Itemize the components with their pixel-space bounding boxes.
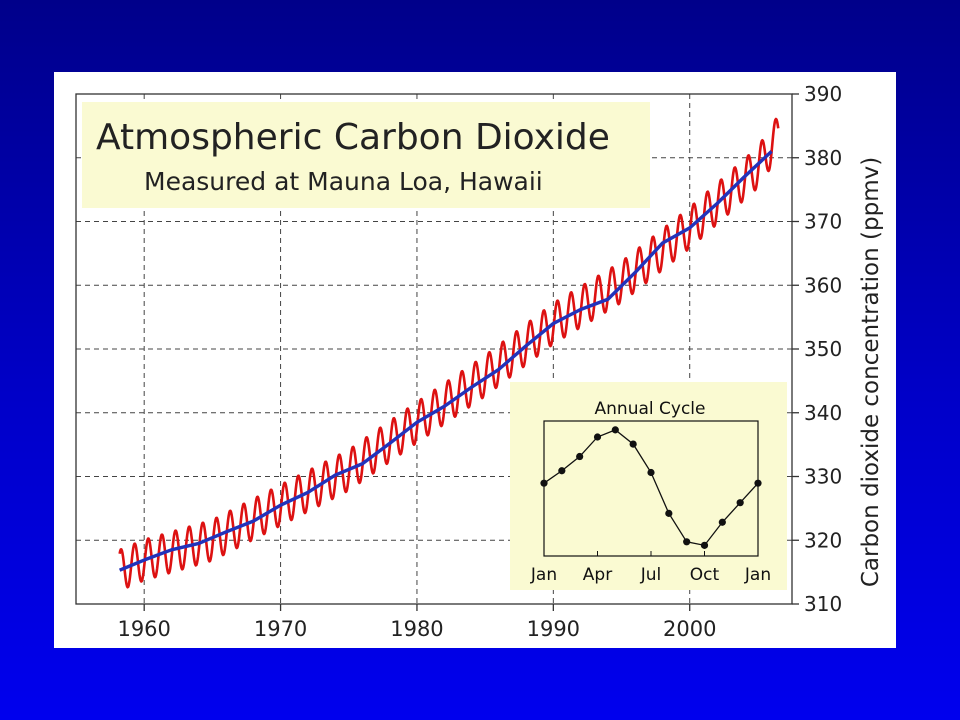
y-tick-label: 340 (804, 401, 842, 425)
inset-x-tick-label: Apr (583, 565, 612, 585)
y-tick-label: 330 (804, 465, 842, 489)
annual-cycle-point (700, 541, 709, 549)
annual-cycle-point (611, 426, 619, 434)
monthly-co2-line (118, 117, 780, 589)
annual-cycle-point (593, 433, 602, 441)
main-axes: 1960 1970 1980 1990 2000 310 320 330 340 350 360 37… (117, 82, 842, 641)
inset-x-tick-label: Jan (530, 565, 557, 585)
chart-subtitle: Measured at Mauna Loa, Hawaii (144, 167, 543, 196)
y-tick-label: 390 (804, 82, 842, 106)
y-tick-label: 370 (804, 210, 842, 234)
x-tick-label: 1960 (117, 617, 170, 641)
y-tick-label: 380 (804, 146, 842, 170)
inset-background (510, 382, 787, 590)
main-series (118, 117, 780, 589)
annual-cycle-point (736, 499, 744, 507)
annual-cycle-point (647, 468, 655, 477)
title-box (82, 102, 650, 208)
inset-x-tick-label: Jul (640, 565, 662, 585)
annual-cycle-point (718, 518, 726, 526)
chart-title: Atmospheric Carbon Dioxide (96, 117, 610, 158)
x-tick-label: 1990 (527, 617, 580, 641)
y-tick-label: 350 (804, 337, 842, 361)
inset-x-tick-label: Oct (690, 565, 720, 585)
chart-figure: Atmospheric Carbon Dioxide Measured at M… (54, 72, 896, 648)
annual-cycle-point (754, 479, 762, 487)
inset-series (540, 426, 762, 549)
y-tick-label: 310 (804, 592, 842, 616)
inset-title: Annual Cycle (595, 399, 706, 419)
x-tick-label: 2000 (663, 617, 716, 641)
annual-cycle-point (576, 452, 584, 461)
y-tick-label: 360 (804, 273, 842, 297)
annual-cycle-inset: Annual Cycle Jan Apr Jul Oct Jan (510, 382, 787, 590)
annual-cycle-point (540, 479, 548, 487)
y-axis-label: Carbon dioxide concentration (ppmv) (858, 157, 884, 587)
y-tick-label: 320 (804, 528, 842, 552)
annual-cycle-point (683, 538, 691, 546)
annual-cycle-point (629, 440, 637, 448)
inset-x-tick-label: Jan (744, 565, 771, 585)
x-tick-label: 1970 (254, 617, 307, 641)
annual-cycle-point (558, 467, 566, 475)
inset-ticks: Jan Apr Jul Oct Jan (530, 551, 771, 585)
annual-cycle-point (665, 509, 673, 517)
x-tick-label: 1980 (390, 617, 443, 641)
co2-chart: Atmospheric Carbon Dioxide Measured at M… (75, 82, 884, 641)
annual-mean-co2-line (118, 150, 773, 572)
